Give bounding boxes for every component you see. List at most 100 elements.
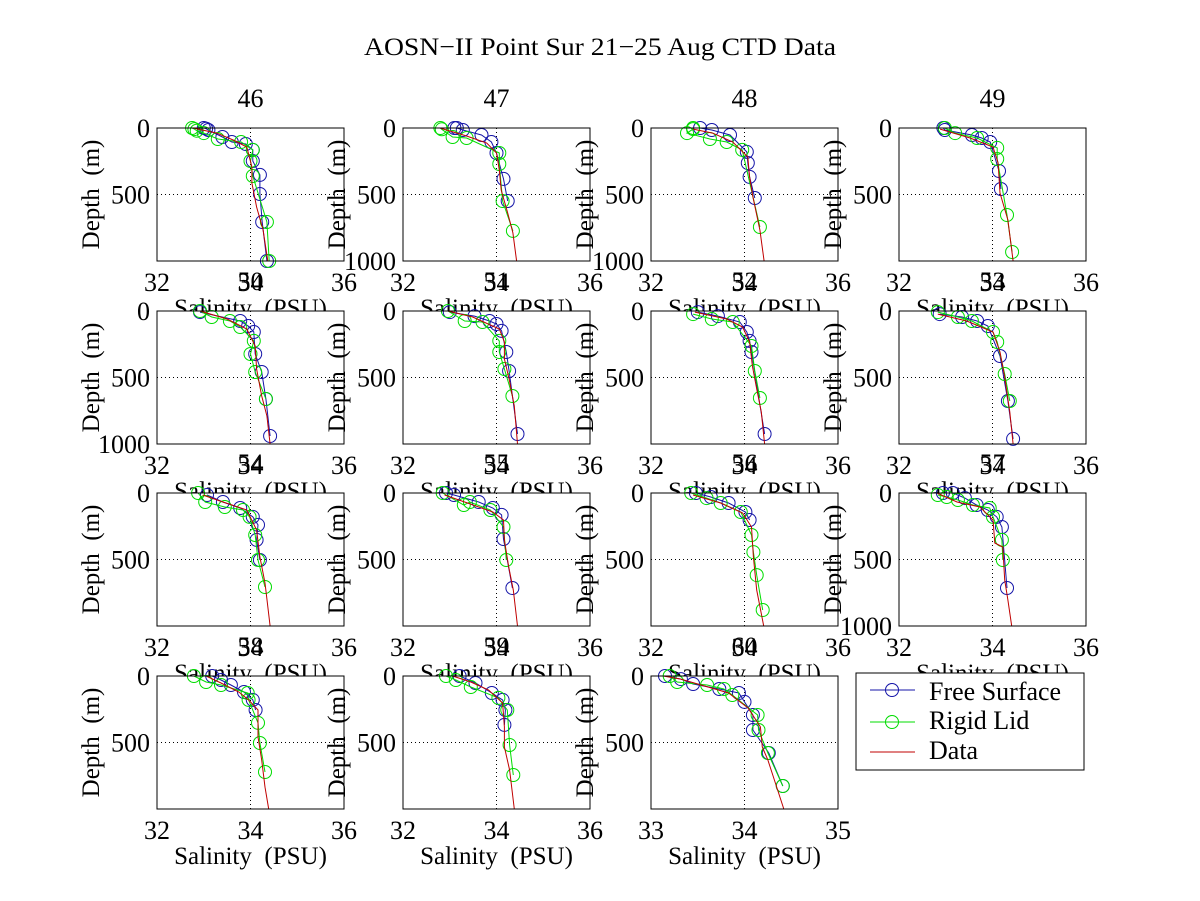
free-surface-marker: [252, 167, 267, 182]
y-tick-label: 0: [631, 479, 644, 508]
axes-background: [651, 676, 838, 809]
x-tick-label: 36: [577, 268, 603, 297]
y-axis-label: Depth (m): [572, 688, 599, 798]
subplot-60: 33 34 35 0 500 Salinity (PSU) Depth (m) 60: [572, 632, 851, 870]
x-tick-label: 36: [1073, 268, 1099, 297]
free-surface-line: [445, 492, 513, 589]
rigid-lid-marker: [492, 333, 507, 348]
free-surface-line: [449, 311, 518, 435]
axes-box: [898, 492, 1087, 627]
rigid-lid-marker: [750, 708, 765, 722]
free-surface-marker: [489, 317, 504, 331]
x-axis-label: Salinity (PSU): [174, 843, 327, 870]
free-surface-marker: [1006, 431, 1021, 446]
free-surface-marker: [957, 491, 972, 506]
free-surface-marker: [505, 581, 520, 595]
rigid-lid-marker: [246, 333, 261, 348]
rigid-lid-marker: [930, 305, 945, 320]
axes-background: [157, 311, 344, 444]
free-surface-marker: [245, 509, 260, 524]
x-tick-label: 32: [390, 816, 416, 845]
data-line: [439, 127, 518, 262]
panel-title: 56: [732, 449, 758, 478]
axes-background: [403, 311, 590, 444]
y-tick-label: 500: [853, 181, 892, 210]
rigid-lid-marker: [733, 505, 748, 519]
free-surface-marker: [494, 323, 509, 338]
axes-box: [898, 310, 1087, 445]
rigid-lid-marker: [483, 503, 498, 517]
y-tick-label: 0: [383, 479, 396, 508]
y-tick-label: 1000: [840, 612, 892, 641]
y-tick-label: 1000: [344, 247, 396, 276]
x-tick-label: 34: [484, 816, 510, 845]
data-line: [692, 128, 765, 262]
rigid-lid-line: [937, 494, 1004, 561]
data-line: [937, 313, 1014, 445]
free-surface-marker: [673, 672, 688, 687]
data-series: [937, 313, 1014, 445]
x-tick-label: 32: [886, 633, 912, 662]
x-tick-label: 36: [825, 451, 851, 480]
y-tick-label: 500: [605, 181, 644, 210]
free-surface-marker: [246, 325, 261, 339]
rigid-lid-marker: [506, 768, 521, 782]
panel-title: 60: [732, 632, 758, 661]
axes-box: [402, 675, 591, 810]
legend-free-surface-label: Free Surface: [929, 677, 1061, 706]
panel-title: 51: [484, 267, 510, 296]
rigid-lid-marker: [445, 130, 460, 144]
y-tick-label: 500: [357, 364, 396, 393]
rigid-lid-marker: [187, 122, 202, 137]
axes-box: [156, 675, 345, 810]
x-tick-label: 34: [732, 451, 758, 480]
free-surface-marker: [721, 496, 736, 510]
y-axis-label: Depth (m): [78, 140, 105, 250]
rigid-lid-marker: [243, 347, 258, 361]
y-tick-label: 0: [631, 114, 644, 143]
free-surface-series: [442, 305, 525, 441]
y-tick-label: 500: [853, 546, 892, 575]
rigid-lid-marker: [502, 738, 517, 752]
rigid-lid-marker: [948, 126, 963, 141]
data-line: [939, 128, 1014, 262]
free-surface-marker: [489, 146, 504, 160]
y-axis-label: Depth (m): [820, 140, 847, 250]
panel-title: 53: [980, 267, 1006, 296]
free-surface-marker: [980, 503, 995, 517]
free-surface-marker: [455, 123, 470, 137]
x-tick-label: 33: [638, 816, 664, 845]
data-series: [939, 128, 1014, 262]
rigid-lid-line: [692, 313, 761, 399]
y-axis-label: Depth (m): [78, 505, 105, 615]
rigid-lid-marker: [248, 365, 263, 379]
y-tick-label: 0: [631, 297, 644, 326]
rigid-lid-marker: [497, 362, 512, 376]
rigid-lid-marker: [217, 500, 232, 514]
rigid-lid-marker: [744, 339, 759, 353]
panel-title: 59: [484, 632, 510, 661]
y-tick-label: 500: [111, 181, 150, 210]
rigid-lid-marker: [1000, 208, 1014, 222]
rigid-lid-marker: [749, 568, 764, 583]
panel-title: 55: [484, 449, 510, 478]
rigid-lid-line: [191, 127, 270, 262]
data-line: [202, 494, 271, 627]
y-axis-label: Depth (m): [324, 688, 351, 798]
data-series: [692, 494, 765, 627]
y-axis-label: Depth (m): [572, 505, 599, 615]
y-tick-label: 0: [383, 114, 396, 143]
x-tick-label: 32: [390, 633, 416, 662]
rigid-lid-marker: [258, 392, 273, 406]
legend-entry-rigid-lid: Rigid Lid: [870, 706, 1029, 735]
rigid-lid-marker: [965, 498, 980, 512]
axes-box: [156, 127, 345, 262]
x-tick-label: 34: [484, 268, 510, 297]
data-series: [936, 492, 1013, 627]
panel-title: 50: [238, 267, 264, 296]
data-series: [663, 675, 785, 810]
y-tick-label: 500: [853, 364, 892, 393]
